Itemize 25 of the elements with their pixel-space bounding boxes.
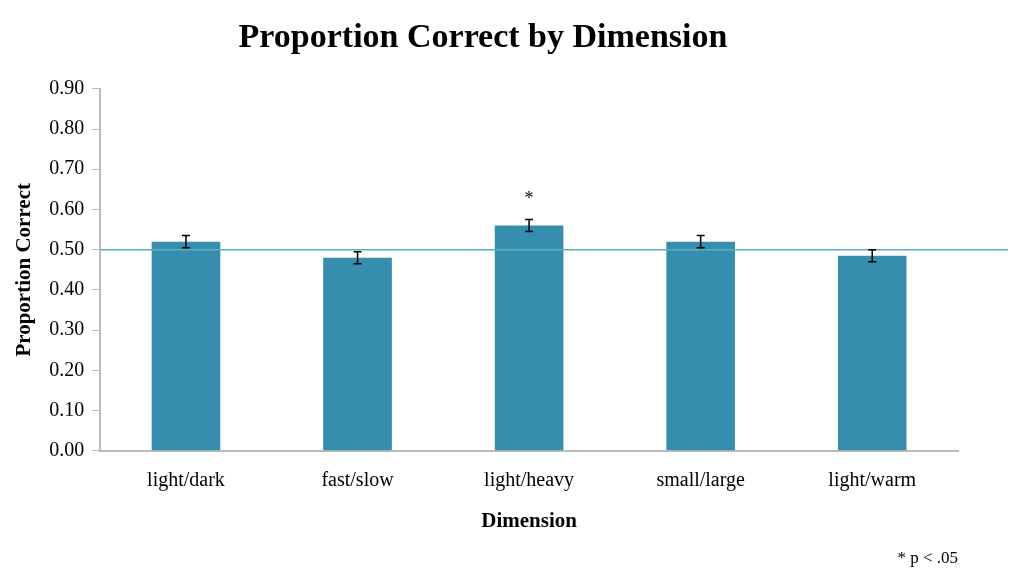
y-tick-label: 0.90 [49, 76, 85, 99]
bar [666, 241, 735, 451]
y-tick-label: 0.40 [49, 277, 85, 300]
x-tick-label: light/warm [828, 468, 917, 492]
x-tick-label: light/heavy [484, 468, 575, 492]
y-tick-label: 0.20 [49, 357, 85, 380]
y-tick-label: 0.10 [49, 397, 85, 420]
text: * p < .05 [897, 548, 958, 568]
x-tick-label: small/large [656, 468, 746, 492]
y-axis-title: Proportion Correct [11, 183, 36, 357]
y-tick-label: 0.30 [49, 317, 85, 340]
x-tick-label: light/dark [147, 468, 225, 492]
y-tick-label: 0.50 [49, 236, 85, 259]
y-tick-label: 0.60 [49, 196, 85, 219]
x-tick-label: fast/slow [321, 468, 395, 491]
y-tick-label: 0.00 [49, 438, 85, 461]
y-tick-label: 0.70 [49, 156, 85, 179]
chart-title: Proportion Correct by Dimension [238, 17, 728, 55]
bar [323, 257, 392, 451]
bar [494, 225, 564, 451]
annotation: * [524, 187, 534, 208]
y-tick-label: 0.80 [49, 116, 85, 139]
x-axis-title: Dimension [481, 507, 578, 532]
bar [837, 255, 907, 451]
bar [151, 241, 221, 451]
